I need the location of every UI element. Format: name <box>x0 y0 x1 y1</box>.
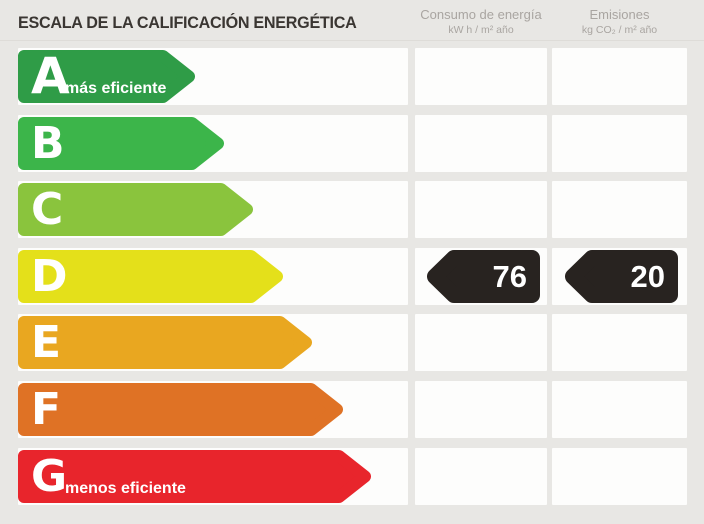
consumo-cell <box>415 115 547 172</box>
emisiones-cell <box>552 115 687 172</box>
efficiency-note-worst: menos eficiente <box>65 480 186 497</box>
rating-arrow-b <box>18 117 224 170</box>
rating-arrow-g <box>18 450 371 503</box>
rating-letter: F <box>31 384 62 435</box>
column-title-consumo: Consumo de energía <box>420 7 542 22</box>
scale-track: A más eficiente <box>18 48 408 105</box>
header-divider <box>0 40 704 41</box>
rating-row-e: E <box>0 314 704 371</box>
rating-letter: B <box>31 118 65 169</box>
column-title-emisiones: Emisiones <box>589 7 650 22</box>
rating-arrow-f <box>18 383 343 436</box>
efficiency-note-best: más eficiente <box>65 80 167 97</box>
scale-track: E <box>18 314 408 371</box>
rating-row-g: G menos eficiente <box>0 448 704 505</box>
consumo-value: 76 <box>492 258 527 294</box>
rating-arrow-e <box>18 316 312 369</box>
rating-arrow-a <box>18 50 195 103</box>
column-header-consumo: Consumo de energía kW h / m² año <box>415 7 547 36</box>
scale-track: D <box>18 248 408 305</box>
consumo-cell: 76 <box>415 248 547 305</box>
rating-row-d: D 76 20 <box>0 248 704 305</box>
rating-row-a: A más eficiente <box>0 48 704 105</box>
emisiones-cell <box>552 314 687 371</box>
scale-track: F <box>18 381 408 438</box>
consumo-cell <box>415 448 547 505</box>
rating-letter: A <box>31 47 70 105</box>
consumo-value-badge: 76 <box>422 250 540 303</box>
scale-track: C <box>18 181 408 238</box>
scale-track: B <box>18 115 408 172</box>
emisiones-cell: 20 <box>552 248 687 305</box>
rating-arrow-c <box>18 183 253 236</box>
rating-row-b: B <box>0 115 704 172</box>
rating-row-f: F <box>0 381 704 438</box>
emisiones-value: 20 <box>630 258 665 294</box>
column-unit-consumo: kW h / m² año <box>448 24 514 36</box>
emisiones-cell <box>552 48 687 105</box>
emisiones-cell <box>552 448 687 505</box>
rating-letter: E <box>31 317 62 368</box>
consumo-cell <box>415 181 547 238</box>
column-unit-emisiones: kg CO₂ / m² año <box>581 24 658 36</box>
rating-arrow-d <box>18 250 283 303</box>
consumo-cell <box>415 381 547 438</box>
rating-letter: C <box>31 184 64 235</box>
consumo-cell <box>415 48 547 105</box>
rating-letter: G <box>31 451 68 502</box>
scale-track: G menos eficiente <box>18 448 408 505</box>
emisiones-cell <box>552 381 687 438</box>
rating-row-c: C <box>0 181 704 238</box>
rating-letter: D <box>31 251 68 302</box>
column-header-emisiones: Emisiones kg CO₂ / m² año <box>552 7 687 36</box>
black-arrow-icon <box>427 250 540 303</box>
emisiones-value-badge: 20 <box>560 250 678 303</box>
consumo-cell <box>415 314 547 371</box>
emisiones-cell <box>552 181 687 238</box>
page-title: ESCALA DE LA CALIFICACIÓN ENERGÉTICA <box>18 13 357 32</box>
black-arrow-icon <box>565 250 678 303</box>
